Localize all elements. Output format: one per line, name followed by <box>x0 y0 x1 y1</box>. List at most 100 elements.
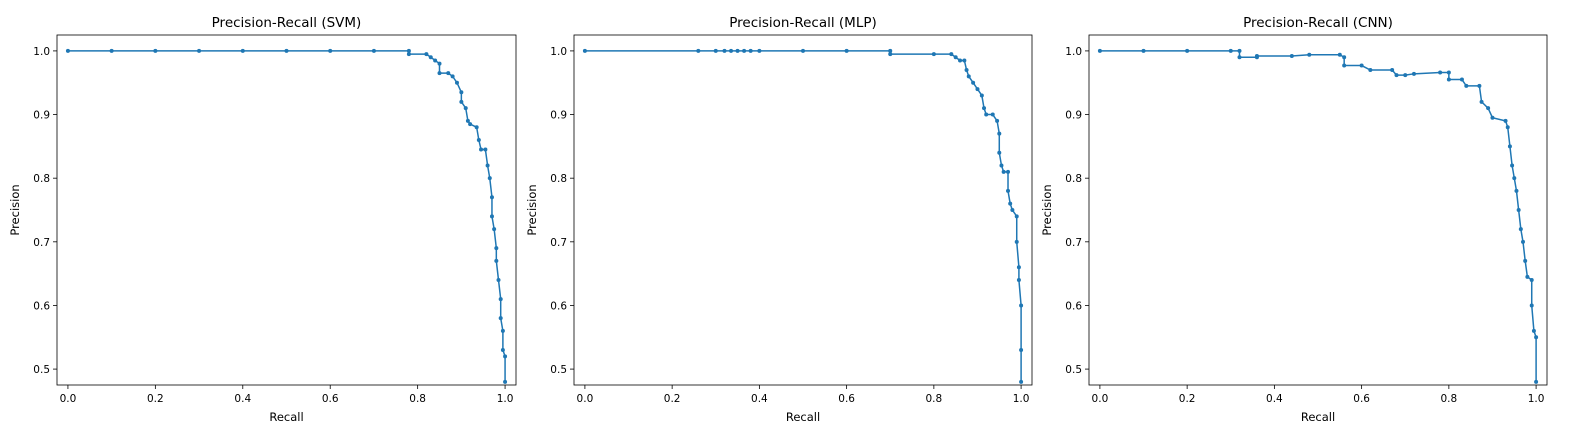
data-point <box>496 278 501 282</box>
data-point <box>1359 63 1364 68</box>
data-point <box>1503 118 1508 123</box>
data-point <box>1534 335 1539 340</box>
data-point <box>1464 83 1469 88</box>
data-point <box>1254 54 1259 58</box>
data-point <box>1141 48 1146 53</box>
data-point <box>1507 144 1512 149</box>
y-tick-label: 0.7 <box>550 237 567 249</box>
x-tick-label: 0.0 <box>577 393 594 405</box>
data-point <box>1019 379 1024 384</box>
data-point <box>433 58 438 63</box>
data-point <box>1477 83 1482 88</box>
data-point <box>1490 115 1495 120</box>
data-point <box>722 48 727 53</box>
data-point <box>982 106 987 111</box>
y-tick-label: 0.7 <box>33 237 50 249</box>
data-point <box>735 48 740 53</box>
data-point <box>476 138 481 142</box>
data-point <box>328 48 333 53</box>
chart-title: Precision-Recall (CNN) <box>1243 15 1393 31</box>
data-point <box>1237 55 1242 60</box>
data-point <box>1006 188 1011 193</box>
data-point <box>1337 52 1342 57</box>
data-point <box>1521 239 1526 244</box>
data-point <box>428 55 433 60</box>
data-point <box>582 48 587 53</box>
data-point <box>1529 278 1534 282</box>
data-point <box>748 48 753 53</box>
x-tick-label: 0.6 <box>1353 393 1370 405</box>
data-point <box>1307 52 1312 57</box>
data-point <box>437 71 442 76</box>
data-point <box>801 48 805 53</box>
data-point <box>1505 125 1510 130</box>
data-point <box>966 74 971 79</box>
data-point <box>500 348 505 352</box>
data-point <box>465 118 470 123</box>
data-point <box>1342 63 1347 68</box>
data-point <box>489 214 494 219</box>
data-point <box>962 58 967 63</box>
x-tick-label: 0.4 <box>751 393 768 405</box>
data-point <box>1006 169 1011 174</box>
data-point <box>1342 55 1347 60</box>
data-point <box>1237 48 1242 53</box>
x-tick-label: 0.2 <box>147 393 164 405</box>
data-point <box>109 48 114 53</box>
data-point <box>446 71 451 76</box>
data-point <box>437 61 442 66</box>
data-point <box>1008 201 1013 206</box>
data-point <box>1486 106 1491 111</box>
data-point <box>479 147 484 152</box>
data-point <box>424 52 429 57</box>
series-line <box>67 50 506 382</box>
plot-frame <box>573 34 1033 386</box>
data-point <box>1097 48 1102 53</box>
y-tick-label: 0.6 <box>550 300 567 312</box>
data-point <box>1019 348 1024 352</box>
data-point <box>1525 274 1530 279</box>
x-tick-label: 0.8 <box>926 393 943 405</box>
data-point <box>1438 70 1443 75</box>
data-point <box>1512 176 1517 181</box>
data-point <box>1016 278 1021 282</box>
data-point <box>931 52 936 57</box>
data-point <box>984 112 989 117</box>
data-point <box>1411 71 1416 76</box>
data-point <box>1534 379 1539 384</box>
data-point <box>1228 48 1233 53</box>
data-point <box>1010 208 1015 212</box>
y-tick-label: 0.8 <box>1065 173 1082 185</box>
data-point <box>1014 239 1019 244</box>
x-tick-label: 0.2 <box>664 393 681 405</box>
y-tick-label: 0.5 <box>1065 364 1082 376</box>
y-axis-label: Precision <box>8 184 22 235</box>
data-point <box>1016 265 1021 270</box>
data-point <box>975 87 980 92</box>
chart-title: Precision-Recall (SVM) <box>212 15 362 31</box>
y-tick-label: 0.8 <box>550 173 567 185</box>
data-point <box>487 176 492 181</box>
data-point <box>997 131 1002 136</box>
data-point <box>1014 214 1019 219</box>
y-axis-label: Precision <box>1040 184 1054 235</box>
y-tick-label: 1.0 <box>33 46 50 58</box>
data-point <box>454 80 459 85</box>
x-axis-label: Recall <box>786 410 820 424</box>
data-point <box>492 227 497 232</box>
data-point <box>953 55 958 60</box>
y-tick-label: 1.0 <box>550 46 567 58</box>
x-tick-label: 0.0 <box>60 393 77 405</box>
data-point <box>483 147 488 152</box>
data-point <box>1523 258 1528 263</box>
y-tick-label: 0.9 <box>33 110 50 122</box>
data-point <box>468 122 473 127</box>
y-tick-label: 0.7 <box>1065 237 1082 249</box>
data-point <box>990 112 995 117</box>
data-point <box>1531 328 1536 333</box>
data-point <box>1185 48 1190 53</box>
x-tick-label: 0.6 <box>322 393 339 405</box>
data-point <box>1516 208 1521 212</box>
x-tick-label: 0.0 <box>1092 393 1109 405</box>
data-point <box>500 328 505 333</box>
